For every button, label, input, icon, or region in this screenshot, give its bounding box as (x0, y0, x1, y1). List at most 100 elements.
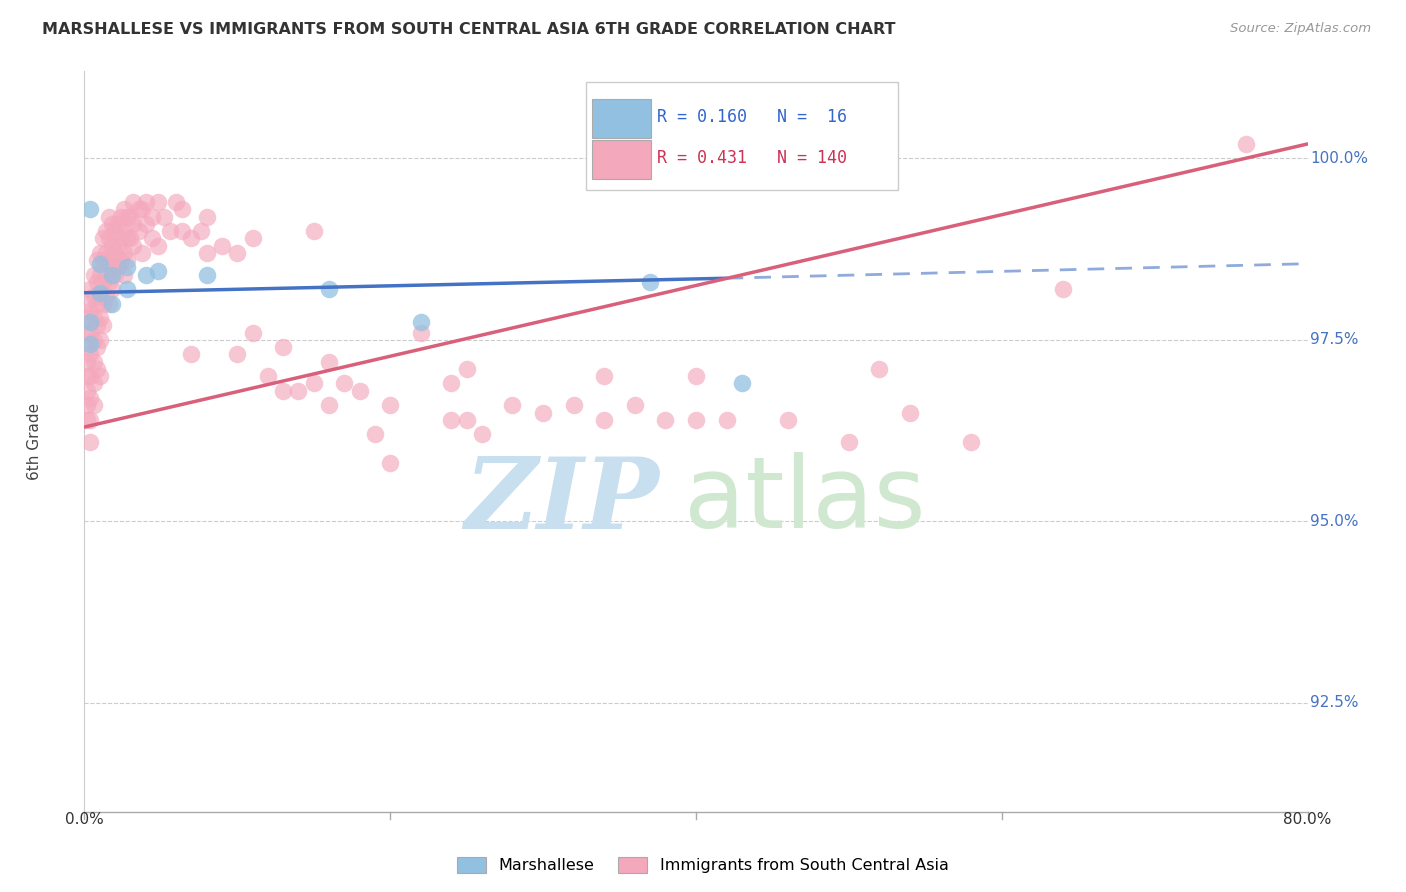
Point (101, 268, 124, 282)
Point (146, 194, 169, 209)
Point (107, 260, 129, 275)
Point (159, 224, 181, 238)
Point (318, 354, 340, 368)
Point (79, 347, 101, 361)
Point (115, 231, 138, 245)
Point (471, 427, 494, 442)
Point (107, 217, 129, 231)
Point (257, 369, 280, 384)
Text: Source: ZipAtlas.com: Source: ZipAtlas.com (1230, 22, 1371, 36)
Point (135, 217, 157, 231)
Point (128, 224, 150, 238)
Point (440, 376, 463, 391)
Point (91, 231, 114, 245)
Point (135, 268, 157, 282)
Point (685, 369, 707, 384)
Point (79, 315, 101, 329)
Text: 80.0%: 80.0% (1284, 812, 1331, 827)
Point (120, 231, 142, 245)
Point (101, 282, 124, 296)
Point (115, 260, 138, 275)
Point (76, 340, 98, 354)
Point (89, 333, 111, 347)
Point (86, 340, 108, 354)
Text: ZIP: ZIP (464, 452, 659, 549)
Point (89, 285, 111, 300)
Point (440, 413, 463, 427)
Point (226, 245, 249, 260)
Point (165, 194, 187, 209)
Point (91, 318, 114, 333)
Point (83, 311, 105, 326)
Text: 95.0%: 95.0% (1310, 514, 1358, 529)
Point (79, 202, 101, 217)
Point (593, 369, 616, 384)
Point (104, 268, 127, 282)
Point (869, 362, 891, 376)
Point (94, 224, 117, 238)
Text: R = 0.431   N = 140: R = 0.431 N = 140 (657, 149, 846, 167)
Text: 6th Grade: 6th Grade (27, 403, 42, 480)
Point (79, 336, 101, 351)
Point (110, 231, 132, 245)
Point (76, 384, 98, 398)
Legend: Marshallese, Immigrants from South Central Asia: Marshallese, Immigrants from South Centr… (451, 850, 955, 880)
Point (409, 326, 432, 340)
Point (110, 253, 132, 268)
Point (409, 315, 432, 329)
Point (271, 340, 294, 354)
Point (960, 434, 983, 449)
Point (131, 202, 153, 217)
Point (83, 398, 105, 412)
Point (195, 210, 218, 224)
Point (89, 369, 111, 384)
Point (180, 347, 202, 361)
Point (716, 413, 738, 427)
Point (79, 413, 101, 427)
Point (112, 245, 135, 260)
Point (97, 296, 120, 310)
Point (101, 217, 124, 231)
Point (79, 326, 101, 340)
Point (135, 194, 157, 209)
Point (302, 224, 325, 238)
Point (226, 347, 249, 361)
FancyBboxPatch shape (592, 140, 651, 178)
Point (318, 282, 340, 296)
Point (76, 296, 98, 310)
Point (76, 326, 98, 340)
Point (190, 224, 212, 238)
Point (79, 434, 101, 449)
Point (83, 376, 105, 391)
Point (1052, 282, 1074, 296)
Point (89, 289, 111, 303)
Point (531, 405, 554, 419)
Point (101, 296, 124, 310)
Point (83, 354, 105, 368)
FancyBboxPatch shape (592, 100, 651, 138)
Point (94, 268, 117, 282)
Point (76, 413, 98, 427)
Point (83, 289, 105, 303)
Point (94, 245, 117, 260)
Text: atlas: atlas (683, 452, 925, 549)
Point (115, 253, 138, 268)
Point (79, 304, 101, 318)
Point (94, 289, 117, 303)
Point (101, 260, 124, 275)
Point (91, 296, 114, 310)
Point (101, 238, 124, 252)
Point (838, 434, 860, 449)
Point (89, 245, 111, 260)
Point (146, 238, 169, 252)
Point (122, 217, 145, 231)
Point (302, 376, 325, 391)
Point (97, 275, 120, 289)
Point (172, 224, 194, 238)
Point (83, 333, 105, 347)
Point (502, 398, 524, 412)
Point (86, 362, 108, 376)
Point (141, 210, 163, 224)
Point (86, 318, 108, 333)
Point (89, 268, 111, 282)
